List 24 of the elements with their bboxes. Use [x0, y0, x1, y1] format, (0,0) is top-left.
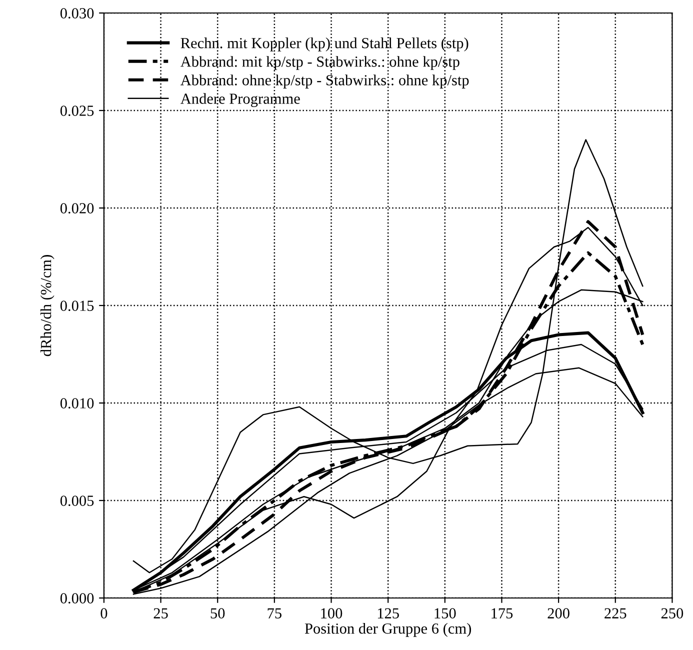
y-tick-label: 0.020 — [60, 203, 94, 214]
y-tick-label: 0.015 — [60, 300, 94, 312]
x-tick-label: 225 — [604, 608, 626, 618]
x-tick-label: 175 — [492, 608, 513, 618]
y-tick-label: 0.025 — [60, 106, 94, 116]
x-tick-label: 50 — [210, 608, 225, 618]
y-tick-label: 0.030 — [60, 8, 94, 19]
legend-label: Abbrand: ohne kp/stp - Stabwirks.: ohne kp/stp — [180, 74, 469, 88]
y-tick-label: 0.010 — [60, 398, 94, 409]
x-tick-label: 25 — [154, 608, 168, 618]
x-tick-label: 0 — [100, 608, 108, 618]
legend-label: Andere Programme — [180, 93, 300, 108]
y-tick-label: 0.000 — [60, 593, 94, 604]
legend-label: Abbrand: mit kp/stp - Stabwirks.: ohne kp/stp — [180, 56, 460, 70]
x-tick-label: 125 — [378, 608, 399, 618]
y-axis-title: dRho/dh (%/cm) — [40, 255, 54, 356]
legend-label: Rechn. mit Koppler (kp) und Stahl Pellets (stp) — [180, 38, 468, 52]
x-tick-label: 75 — [268, 608, 282, 618]
y-tick-label: 0.005 — [60, 496, 94, 506]
x-tick-label: 100 — [321, 608, 342, 618]
x-axis-title: Position der Gruppe 6 (cm) — [304, 622, 471, 637]
x-tick-label: 200 — [548, 608, 570, 618]
x-tick-label: 250 — [661, 608, 684, 618]
x-tick-label: 150 — [434, 608, 456, 618]
